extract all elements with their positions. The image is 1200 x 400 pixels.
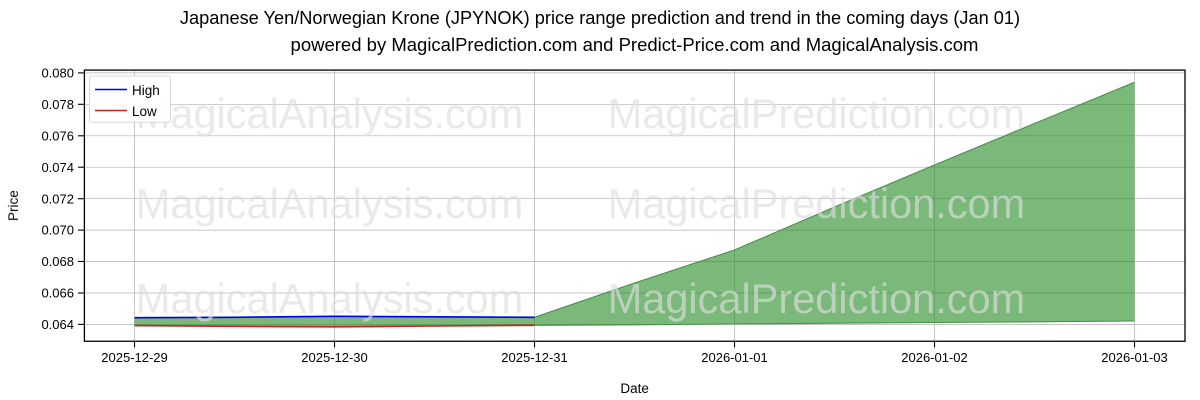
svg-text:0.066: 0.066: [41, 286, 74, 301]
svg-text:2025-12-29: 2025-12-29: [101, 350, 168, 365]
svg-text:MagicalPrediction.com: MagicalPrediction.com: [608, 275, 1025, 322]
svg-text:2025-12-31: 2025-12-31: [501, 350, 568, 365]
svg-text:0.076: 0.076: [41, 128, 74, 143]
svg-text:MagicalAnalysis.com: MagicalAnalysis.com: [136, 90, 523, 137]
svg-text:0.080: 0.080: [41, 66, 74, 81]
svg-text:0.072: 0.072: [41, 191, 74, 206]
svg-text:0.068: 0.068: [41, 254, 74, 269]
svg-text:Price: Price: [6, 190, 21, 221]
svg-text:2026-01-02: 2026-01-02: [901, 350, 968, 365]
svg-text:0.064: 0.064: [41, 317, 74, 332]
svg-text:MagicalAnalysis.com: MagicalAnalysis.com: [136, 180, 523, 227]
svg-text:Date: Date: [620, 381, 649, 396]
svg-text:2026-01-01: 2026-01-01: [701, 350, 768, 365]
svg-text:2026-01-03: 2026-01-03: [1101, 350, 1168, 365]
svg-text:2025-12-30: 2025-12-30: [301, 350, 368, 365]
svg-text:0.070: 0.070: [41, 223, 74, 238]
svg-text:MagicalPrediction.com: MagicalPrediction.com: [608, 90, 1025, 137]
svg-text:Low: Low: [132, 104, 157, 119]
svg-text:0.078: 0.078: [41, 97, 74, 112]
svg-text:0.074: 0.074: [41, 160, 74, 175]
svg-text:MagicalPrediction.com: MagicalPrediction.com: [608, 180, 1025, 227]
svg-text:MagicalAnalysis.com: MagicalAnalysis.com: [136, 275, 523, 322]
svg-text:High: High: [132, 83, 160, 98]
